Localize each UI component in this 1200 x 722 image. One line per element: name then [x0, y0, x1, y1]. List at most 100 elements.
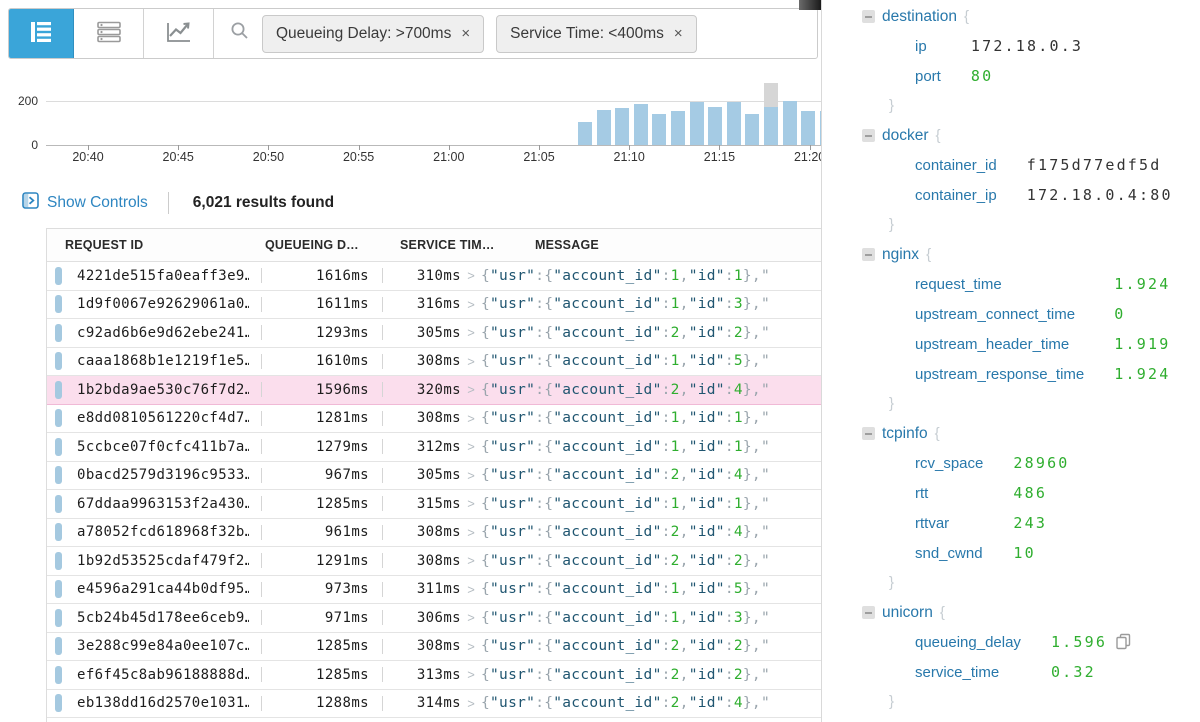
collapse-icon[interactable]: [862, 10, 875, 23]
request-id-cell[interactable]: eb138dd16d2570e1031…: [77, 695, 249, 712]
column-header-message[interactable]: MESSAGE: [535, 238, 599, 252]
expand-row-icon[interactable]: >: [467, 467, 475, 483]
queueing-delay-cell[interactable]: 1285ms: [316, 495, 369, 512]
field-value[interactable]: 243: [1013, 514, 1048, 532]
histogram-bar[interactable]: [782, 101, 797, 145]
request-id-cell[interactable]: 1b2bda9ae530c76f7d2…: [77, 381, 249, 398]
request-id-cell[interactable]: 5cb24b45d178ee6ceb9…: [77, 609, 249, 626]
request-id-cell[interactable]: 67ddaa9963153f2a430…: [77, 495, 249, 512]
expand-row-icon[interactable]: >: [467, 296, 475, 312]
field-key[interactable]: snd_cwnd: [915, 544, 983, 562]
table-row[interactable]: [47, 718, 821, 722]
timeline-histogram[interactable]: 200 0 20:40 20:45 20:50 20:55 21:00 21:05 21:1…: [0, 60, 821, 170]
expand-row-icon[interactable]: >: [467, 268, 475, 284]
message-cell[interactable]: {"usr":{"account_id":2,"id":2},": [481, 667, 821, 683]
expand-row-icon[interactable]: >: [467, 439, 475, 455]
message-cell[interactable]: {"usr":{"account_id":2,"id":2},": [481, 553, 821, 569]
collapse-icon[interactable]: [862, 248, 875, 261]
field-key[interactable]: container_id: [915, 156, 997, 174]
queueing-delay-cell[interactable]: 1616ms: [316, 267, 369, 284]
field-key[interactable]: rttvar: [915, 514, 950, 532]
scrollbar-thumb[interactable]: [799, 0, 821, 10]
request-id-cell[interactable]: e8dd0810561220cf4d7…: [77, 410, 249, 427]
histogram-bar[interactable]: [615, 107, 630, 145]
histogram-bar[interactable]: [633, 104, 648, 145]
request-id-cell[interactable]: 3e288c99e84a0ee107c…: [77, 638, 249, 655]
queueing-delay-cell[interactable]: 967ms: [324, 467, 369, 484]
queueing-delay-cell[interactable]: 1279ms: [316, 438, 369, 455]
request-id-cell[interactable]: a78052fcd618968f32b…: [77, 524, 249, 541]
service-time-cell[interactable]: 315ms: [416, 495, 461, 512]
service-time-cell[interactable]: 314ms: [416, 695, 461, 712]
field-value[interactable]: 0: [1114, 305, 1126, 323]
table-row[interactable]: 1d9f0067e92629061a0… 1611ms 316ms > {"usr":{…: [47, 290, 821, 319]
message-cell[interactable]: {"usr":{"account_id":2,"id":4},": [481, 467, 821, 483]
expand-row-icon[interactable]: >: [467, 581, 475, 597]
message-cell[interactable]: {"usr":{"account_id":1,"id":3},": [481, 296, 821, 312]
table-row[interactable]: 5cb24b45d178ee6ceb9… 971ms 306ms > {"usr":{"…: [47, 604, 821, 633]
expand-row-icon[interactable]: >: [467, 410, 475, 426]
request-id-cell[interactable]: 1d9f0067e92629061a0…: [77, 296, 249, 313]
histogram-bar[interactable]: [578, 121, 592, 145]
collapse-icon[interactable]: [862, 427, 875, 440]
expand-row-icon[interactable]: >: [467, 638, 475, 654]
table-row[interactable]: eb138dd16d2570e1031… 1288ms 314ms > {"usr":{…: [47, 689, 821, 718]
field-value[interactable]: f175d77edf5d: [1026, 156, 1162, 174]
expand-row-icon[interactable]: >: [467, 553, 475, 569]
histogram-bar[interactable]: [708, 106, 723, 145]
histogram-bar[interactable]: [764, 106, 778, 145]
table-row[interactable]: a78052fcd618968f32b… 961ms 308ms > {"usr":{"…: [47, 518, 821, 547]
request-id-cell[interactable]: ef6f45c8ab96188888d…: [77, 666, 249, 683]
field-value[interactable]: 80: [970, 67, 994, 85]
queueing-delay-cell[interactable]: 1596ms: [316, 381, 369, 398]
filter-chip-service-time[interactable]: Service Time: <400ms ×: [496, 14, 697, 53]
expand-row-icon[interactable]: >: [467, 496, 475, 512]
service-time-cell[interactable]: 308ms: [416, 524, 461, 541]
expand-row-icon[interactable]: >: [467, 610, 475, 626]
request-id-cell[interactable]: 5ccbce07f0cfc411b7a…: [77, 438, 249, 455]
detail-view-button[interactable]: [74, 9, 144, 58]
field-value[interactable]: 172.18.0.4:80: [1026, 186, 1173, 204]
request-id-cell[interactable]: 0bacd2579d3196c9533…: [77, 467, 249, 484]
histogram-bar[interactable]: [596, 109, 611, 145]
expand-row-icon[interactable]: >: [467, 382, 475, 398]
chart-view-button[interactable]: [144, 9, 214, 58]
section-name[interactable]: docker: [882, 126, 929, 144]
service-time-cell[interactable]: 308ms: [416, 638, 461, 655]
queueing-delay-cell[interactable]: 973ms: [324, 581, 369, 598]
collapse-icon[interactable]: [862, 129, 875, 142]
expand-row-icon[interactable]: >: [467, 667, 475, 683]
service-time-cell[interactable]: 311ms: [416, 581, 461, 598]
field-value[interactable]: 172.18.0.3: [970, 37, 1084, 55]
field-key[interactable]: queueing_delay: [915, 633, 1021, 651]
message-cell[interactable]: {"usr":{"account_id":1,"id":3},": [481, 610, 821, 626]
table-row[interactable]: caaa1868b1e1219f1e5… 1610ms 308ms > {"usr":{…: [47, 347, 821, 376]
service-time-cell[interactable]: 308ms: [416, 552, 461, 569]
message-cell[interactable]: {"usr":{"account_id":2,"id":2},": [481, 638, 821, 654]
field-value[interactable]: 28960: [1013, 454, 1070, 472]
queueing-delay-cell[interactable]: 1293ms: [316, 324, 369, 341]
copy-icon[interactable]: [1115, 633, 1132, 650]
table-row[interactable]: c92ad6b6e9d62ebe241… 1293ms 305ms > {"usr":{…: [47, 319, 821, 348]
field-key[interactable]: service_time: [915, 663, 1000, 681]
field-key[interactable]: rcv_space: [915, 454, 984, 472]
field-value[interactable]: 1.919: [1114, 335, 1171, 353]
field-value[interactable]: 10: [1013, 544, 1036, 562]
field-value[interactable]: 1.924: [1114, 365, 1171, 383]
field-key[interactable]: port: [915, 67, 941, 85]
table-row[interactable]: 1b2bda9ae530c76f7d2… 1596ms 320ms > {"usr":{…: [47, 376, 821, 405]
expand-row-icon[interactable]: >: [467, 524, 475, 540]
message-cell[interactable]: {"usr":{"account_id":1,"id":5},": [481, 581, 821, 597]
table-row[interactable]: 3e288c99e84a0ee107c… 1285ms 308ms > {"usr":{…: [47, 632, 821, 661]
message-cell[interactable]: {"usr":{"account_id":2,"id":4},": [481, 524, 821, 540]
table-row[interactable]: e4596a291ca44b0df95… 973ms 311ms > {"usr":{"…: [47, 575, 821, 604]
service-time-cell[interactable]: 312ms: [416, 438, 461, 455]
table-row[interactable]: 1b92d53525cdaf479f2… 1291ms 308ms > {"usr":{…: [47, 547, 821, 576]
section-name[interactable]: nginx: [882, 245, 920, 263]
field-key[interactable]: upstream_header_time: [915, 335, 1070, 353]
queueing-delay-cell[interactable]: 961ms: [324, 524, 369, 541]
list-view-button[interactable]: [9, 9, 74, 58]
field-value[interactable]: 486: [1013, 484, 1048, 502]
table-row[interactable]: e8dd0810561220cf4d7… 1281ms 308ms > {"usr":{…: [47, 404, 821, 433]
table-row[interactable]: 67ddaa9963153f2a430… 1285ms 315ms > {"usr":{…: [47, 490, 821, 519]
